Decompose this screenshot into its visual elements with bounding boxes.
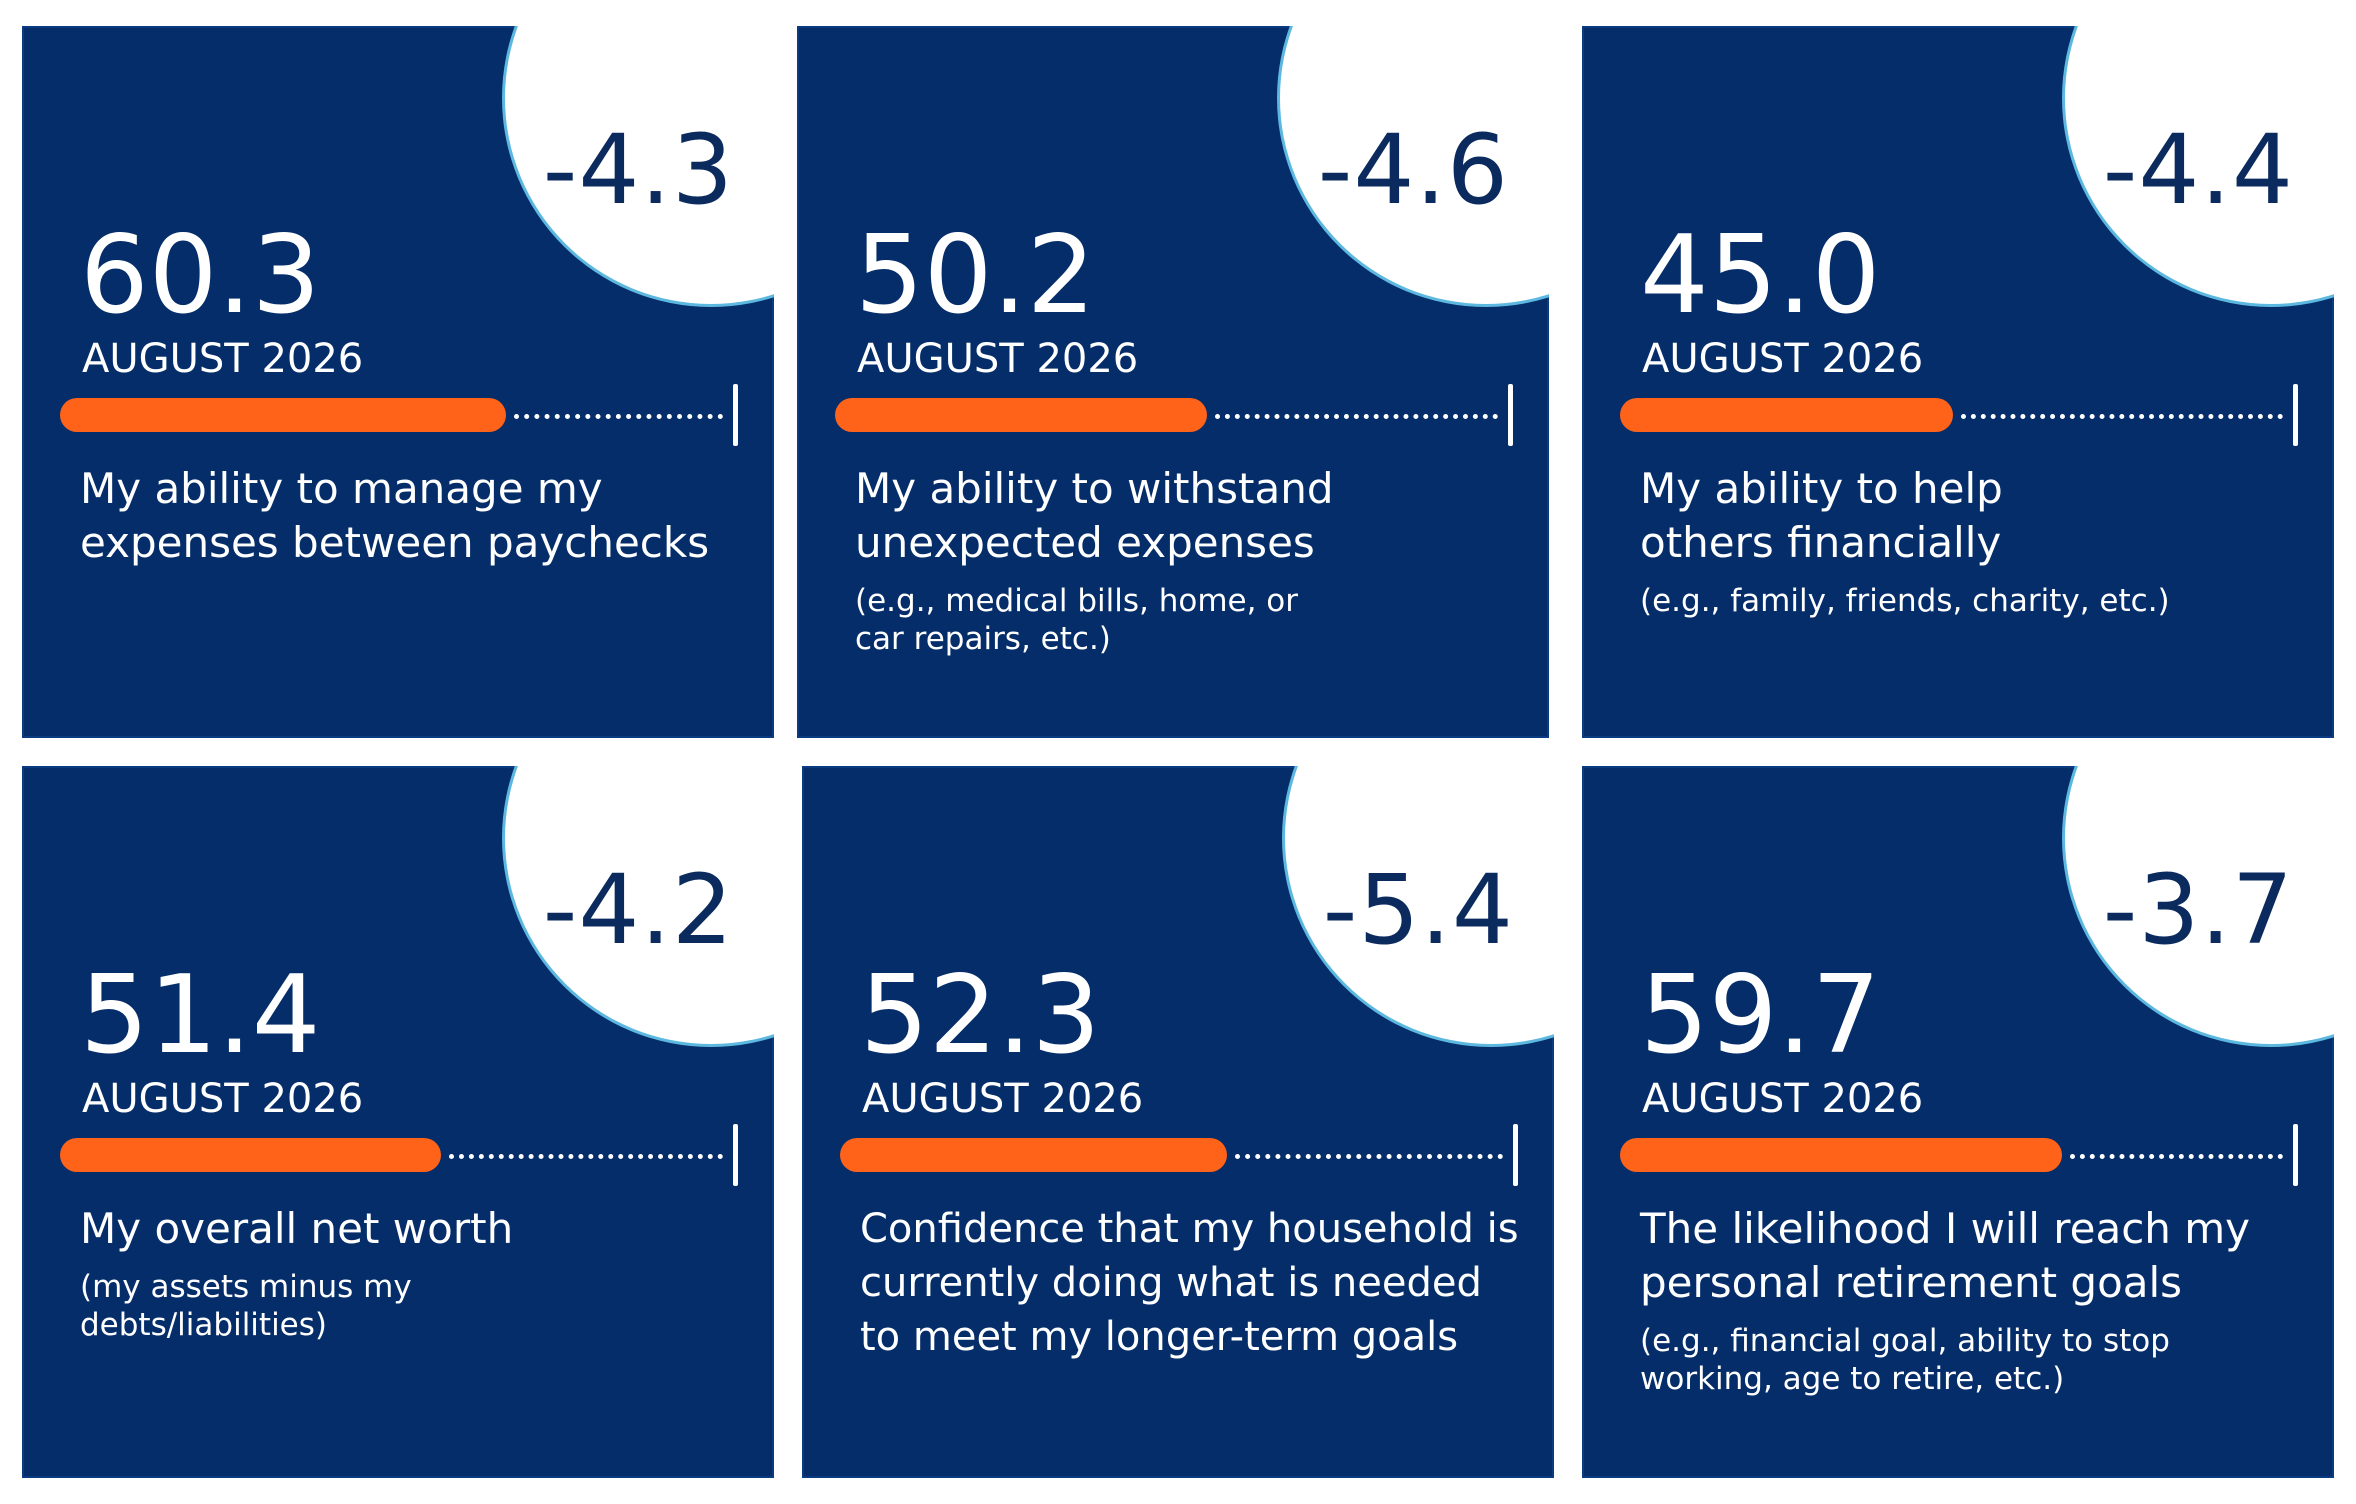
score-bar [1620,384,2298,446]
score-value: 45.0 [1640,213,1881,338]
score-bar-remaining [1215,414,1498,419]
score-bar-end-tick [733,1124,738,1186]
score-period: AUGUST 2026 [1642,336,1924,382]
change-value: -4.4 [2102,114,2294,226]
card-note: (e.g., family, friends, charity, etc.) [1640,583,2170,619]
score-period: AUGUST 2026 [82,336,364,382]
score-value: 50.2 [855,213,1096,338]
score-period: AUGUST 2026 [862,1076,1144,1122]
score-bar [1620,1124,2298,1186]
score-card-household-confidence: -5.4 52.3 AUGUST 2026 Confidence that my… [802,766,1554,1478]
score-period: AUGUST 2026 [857,336,1139,382]
score-bar-remaining [514,414,723,419]
score-card-retirement-goals: -3.7 59.7 AUGUST 2026 The likelihood I w… [1582,766,2334,1478]
score-bar-remaining [1961,414,2283,419]
score-bar [840,1124,1518,1186]
card-note: (my assets minus my debts/liabilities) [80,1269,412,1343]
score-card-help-others: -4.4 45.0 AUGUST 2026 My ability to help… [1582,26,2334,738]
card-title: My ability to withstand unexpected expen… [855,464,1334,567]
score-value: 51.4 [80,953,321,1078]
card-note: (e.g., medical bills, home, or car repai… [855,583,1299,657]
change-value: -3.7 [2102,854,2294,966]
score-bar-fill [835,398,1207,432]
score-bar-remaining [2070,1154,2283,1159]
score-value: 52.3 [860,953,1101,1078]
score-period: AUGUST 2026 [82,1076,364,1122]
score-card-manage-expenses: -4.3 60.3 AUGUST 2026 My ability to mana… [22,26,774,738]
score-bar-fill [60,1138,441,1172]
score-value: 59.7 [1640,953,1881,1078]
score-bar-end-tick [1513,1124,1518,1186]
score-bar-fill [840,1138,1227,1172]
card-title: Confidence that my household is currentl… [860,1206,1519,1360]
score-bar-remaining [449,1154,723,1159]
score-bar-end-tick [1508,384,1513,446]
score-bar-end-tick [733,384,738,446]
score-bar-fill [60,398,506,432]
score-value: 60.3 [80,213,321,338]
change-value: -4.3 [542,114,734,226]
change-value: -4.6 [1317,114,1509,226]
score-bar-end-tick [2293,384,2298,446]
score-bar [60,1124,738,1186]
score-bar [60,384,738,446]
card-title: The likelihood I will reach my personal … [1640,1204,2251,1307]
card-title: My ability to help others financially [1640,464,2003,567]
score-bar-fill [1620,1138,2062,1172]
score-card-unexpected-expenses: -4.6 50.2 AUGUST 2026 My ability to with… [797,26,1549,738]
card-note: (e.g., financial goal, ability to stop w… [1640,1323,2170,1397]
change-value: -5.4 [1322,854,1514,966]
score-bar [835,384,1513,446]
score-bar-remaining [1235,1154,1503,1159]
card-title: My overall net worth [80,1204,514,1253]
score-bar-end-tick [2293,1124,2298,1186]
card-title: My ability to manage my expenses between… [80,464,710,567]
score-bar-fill [1620,398,1953,432]
score-period: AUGUST 2026 [1642,1076,1924,1122]
change-value: -4.2 [542,854,734,966]
score-card-net-worth: -4.2 51.4 AUGUST 2026 My overall net wor… [22,766,774,1478]
